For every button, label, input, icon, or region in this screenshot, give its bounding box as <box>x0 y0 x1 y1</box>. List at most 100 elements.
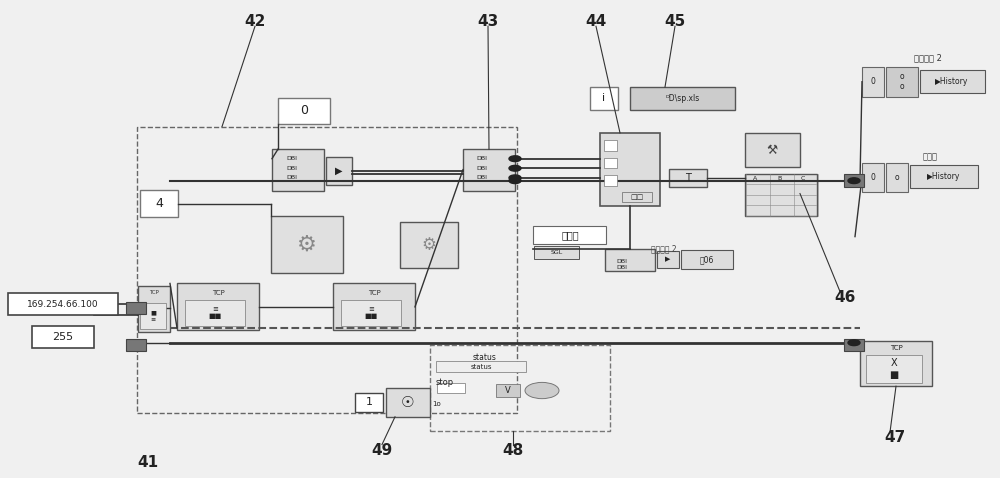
Bar <box>920 70 985 93</box>
Text: V: V <box>505 386 511 395</box>
Text: □□: □□ <box>630 194 644 200</box>
Text: ⚙: ⚙ <box>297 235 317 255</box>
Text: C: C <box>801 176 805 181</box>
Bar <box>533 226 606 244</box>
Bar <box>333 283 415 330</box>
Text: 4: 4 <box>155 197 163 210</box>
Text: TCP: TCP <box>212 290 224 295</box>
Text: B: B <box>777 176 781 181</box>
Text: ⚙: ⚙ <box>422 236 436 254</box>
Text: 46: 46 <box>834 290 856 305</box>
Bar <box>278 98 330 124</box>
Bar <box>866 355 922 383</box>
Bar <box>126 339 146 351</box>
Bar <box>138 286 170 332</box>
Bar <box>8 293 118 315</box>
Bar <box>600 133 660 206</box>
Bar <box>496 384 520 397</box>
Text: DBl: DBl <box>616 265 627 270</box>
Text: 波形图表 2: 波形图表 2 <box>914 54 942 63</box>
Bar <box>32 326 94 348</box>
Bar <box>862 67 884 97</box>
Bar <box>745 133 800 167</box>
Text: i: i <box>602 94 606 103</box>
Text: 43: 43 <box>477 14 499 29</box>
Bar <box>657 251 679 268</box>
Bar <box>185 300 245 326</box>
Text: ▶: ▶ <box>665 257 671 262</box>
Bar <box>844 174 864 187</box>
Bar <box>886 67 918 97</box>
Text: 图06: 图06 <box>700 255 714 264</box>
Bar <box>430 345 610 431</box>
Text: 波形图表 2: 波形图表 2 <box>651 244 677 253</box>
Circle shape <box>848 340 860 346</box>
Text: 位移差: 位移差 <box>561 230 579 239</box>
Circle shape <box>509 178 521 184</box>
Text: stop: stop <box>436 378 454 387</box>
Bar <box>400 222 458 268</box>
Bar <box>436 361 526 372</box>
Bar <box>341 300 401 326</box>
Text: ■
≡: ■ ≡ <box>150 311 156 321</box>
Bar <box>860 341 932 386</box>
Bar <box>630 87 735 110</box>
Text: status: status <box>470 364 492 369</box>
Text: 45: 45 <box>664 14 686 29</box>
Text: 42: 42 <box>244 14 266 29</box>
Circle shape <box>509 175 521 181</box>
Text: DBl: DBl <box>476 156 487 161</box>
Text: 48: 48 <box>502 443 524 458</box>
Text: ≡
■■: ≡ ■■ <box>208 306 222 319</box>
Text: TCP: TCP <box>368 290 380 295</box>
Text: SGL: SGL <box>551 250 563 255</box>
Bar <box>604 175 617 186</box>
Text: ⚒: ⚒ <box>766 143 778 157</box>
Text: ᴰD\sp.xls: ᴰD\sp.xls <box>666 94 700 103</box>
Bar <box>118 19 860 442</box>
Bar <box>437 383 465 393</box>
Bar <box>590 87 618 110</box>
Text: 49: 49 <box>371 443 393 458</box>
Bar <box>463 149 515 191</box>
Bar <box>271 216 343 273</box>
Text: DBl: DBl <box>476 166 487 171</box>
Bar <box>140 190 178 217</box>
Text: 169.254.66.100: 169.254.66.100 <box>27 300 99 309</box>
Bar <box>910 165 978 188</box>
Bar <box>140 303 166 329</box>
Bar <box>355 393 383 412</box>
Text: ▶: ▶ <box>335 166 343 176</box>
Text: 44: 44 <box>585 14 607 29</box>
Text: 0: 0 <box>871 77 875 86</box>
Text: ☉: ☉ <box>401 395 415 410</box>
Circle shape <box>509 156 521 162</box>
Bar <box>844 339 864 351</box>
Text: TCP: TCP <box>149 290 159 295</box>
Text: 位移差: 位移差 <box>922 152 938 161</box>
Text: 1o: 1o <box>432 401 441 407</box>
Text: TCP: TCP <box>890 345 902 351</box>
Text: 0: 0 <box>871 173 875 182</box>
Bar <box>177 283 259 330</box>
Text: o: o <box>895 173 899 182</box>
Bar <box>604 140 617 151</box>
Text: o
o: o o <box>900 72 904 91</box>
Text: 0: 0 <box>300 104 308 118</box>
Text: status: status <box>473 353 497 362</box>
Text: DBl: DBl <box>616 260 627 264</box>
Text: 1: 1 <box>366 398 372 407</box>
Bar <box>137 127 517 413</box>
Bar <box>605 249 655 271</box>
Text: DBl: DBl <box>476 175 487 180</box>
Text: DBl: DBl <box>286 175 297 180</box>
Text: X
■: X ■ <box>889 358 899 380</box>
Bar <box>534 246 579 259</box>
Bar <box>622 192 652 202</box>
Text: A: A <box>753 176 757 181</box>
Text: 41: 41 <box>137 455 159 470</box>
Text: 255: 255 <box>52 332 74 342</box>
Bar <box>326 157 352 185</box>
Text: DBl: DBl <box>286 156 297 161</box>
Circle shape <box>509 165 521 171</box>
